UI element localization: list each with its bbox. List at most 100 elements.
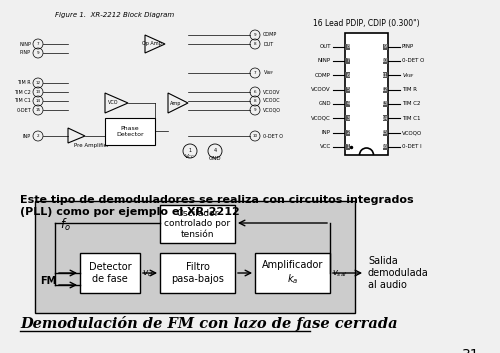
Bar	[345, 58, 350, 64]
Text: 0-DET: 0-DET	[16, 108, 31, 113]
Text: TIM R: TIM R	[18, 80, 31, 85]
Text: 6: 6	[254, 90, 256, 94]
Text: Oscilador
controlado por
tensión: Oscilador controlado por tensión	[164, 209, 230, 239]
Text: 16: 16	[382, 144, 388, 150]
Bar	[383, 43, 388, 49]
Text: Salida
demodulada
al audio: Salida demodulada al audio	[368, 256, 429, 289]
Bar	[345, 115, 350, 121]
Text: COMP: COMP	[315, 73, 331, 78]
Text: Op Amp: Op Amp	[142, 42, 162, 47]
Text: Este tipo de demoduladores se realiza con circuitos integrados
(PLL) como por ej: Este tipo de demoduladores se realiza co…	[20, 195, 413, 217]
Bar	[345, 130, 350, 136]
Text: GND: GND	[318, 101, 331, 107]
Text: 4: 4	[346, 101, 350, 107]
Text: $f_o$: $f_o$	[60, 217, 71, 233]
Text: 14: 14	[382, 116, 388, 121]
Text: VCOOC: VCOOC	[263, 98, 280, 103]
Bar	[383, 72, 388, 78]
Text: Amplificador
$k_a$: Amplificador $k_a$	[262, 260, 323, 286]
Bar	[345, 43, 350, 49]
Text: 0-DET O: 0-DET O	[263, 133, 283, 138]
Text: 0-DET I: 0-DET I	[402, 144, 422, 150]
Text: 7: 7	[346, 58, 350, 64]
Text: 16 Lead PDIP, CDIP (0.300"): 16 Lead PDIP, CDIP (0.300")	[313, 19, 420, 28]
Text: NINP: NINP	[318, 58, 331, 64]
Text: $V_{CC}$: $V_{CC}$	[184, 152, 196, 161]
Bar	[383, 101, 388, 107]
Text: 3: 3	[346, 116, 350, 121]
Text: VCOOV: VCOOV	[312, 87, 331, 92]
Text: 13: 13	[36, 90, 41, 94]
Text: VCOOV: VCOOV	[263, 90, 280, 95]
Text: FM: FM	[40, 276, 56, 286]
Bar	[255, 253, 330, 293]
Text: 15: 15	[36, 108, 41, 112]
Text: Amp: Amp	[170, 101, 181, 106]
Text: 15: 15	[382, 130, 388, 135]
Text: 5: 5	[346, 87, 350, 92]
Text: GND: GND	[208, 156, 222, 161]
Text: V$_{BEF}$: V$_{BEF}$	[263, 68, 275, 77]
Bar	[345, 72, 350, 78]
Bar	[383, 144, 388, 150]
Text: INP: INP	[23, 133, 31, 138]
Bar	[345, 144, 350, 150]
Text: 4: 4	[214, 149, 216, 154]
Bar	[80, 253, 140, 293]
Bar	[345, 33, 388, 155]
Text: 12: 12	[382, 87, 388, 92]
Text: NINP: NINP	[19, 42, 31, 47]
Text: 8: 8	[254, 99, 256, 103]
Text: 6: 6	[346, 73, 350, 78]
Text: 7: 7	[36, 42, 40, 46]
Text: 12: 12	[36, 81, 41, 85]
Text: Demodulación de FM con lazo de fase cerrada: Demodulación de FM con lazo de fase cerr…	[20, 316, 398, 331]
Text: PINP: PINP	[20, 50, 31, 55]
Text: 7: 7	[254, 71, 256, 75]
Bar	[345, 101, 350, 107]
Text: OUT: OUT	[320, 44, 331, 49]
Text: VCOQO: VCOQO	[402, 130, 422, 135]
Text: TIM C1: TIM C1	[402, 116, 420, 121]
Text: 1: 1	[188, 149, 192, 154]
Text: 0-DET O: 0-DET O	[402, 58, 424, 64]
Text: $v_d$: $v_d$	[142, 269, 154, 279]
Text: 9: 9	[384, 44, 386, 49]
Text: VCC: VCC	[320, 144, 331, 150]
Text: 1: 1	[346, 144, 350, 150]
Text: 14: 14	[36, 99, 41, 103]
Text: TIM C1: TIM C1	[14, 98, 31, 103]
Bar	[160, 205, 235, 243]
Text: 2: 2	[36, 134, 40, 138]
Text: $v_{sal}$: $v_{sal}$	[332, 269, 347, 279]
Text: Detector
de fase: Detector de fase	[88, 262, 132, 284]
Text: 11: 11	[382, 73, 388, 78]
Text: COMP: COMP	[263, 32, 277, 37]
Text: TIM C2: TIM C2	[402, 101, 420, 107]
Text: INP: INP	[322, 130, 331, 135]
Text: Filtro
pasa-bajos: Filtro pasa-bajos	[171, 262, 224, 284]
Text: 9: 9	[36, 51, 40, 55]
Bar	[105, 118, 155, 145]
Text: $V_{REF}$: $V_{REF}$	[402, 71, 415, 80]
Bar	[383, 86, 388, 92]
Text: 10: 10	[382, 58, 388, 64]
Bar	[383, 58, 388, 64]
Text: DUT: DUT	[263, 42, 273, 47]
Text: 31: 31	[462, 348, 480, 353]
Text: Phase
Detector: Phase Detector	[116, 126, 144, 137]
Bar	[383, 115, 388, 121]
Text: PINP: PINP	[402, 44, 414, 49]
Text: VCOQO: VCOQO	[263, 108, 281, 113]
Text: Figure 1.  XR-2212 Block Diagram: Figure 1. XR-2212 Block Diagram	[55, 12, 174, 18]
Text: 8: 8	[254, 42, 256, 46]
Text: 2: 2	[346, 130, 350, 135]
Text: VCO: VCO	[108, 101, 118, 106]
Bar	[160, 253, 235, 293]
Text: 9: 9	[254, 108, 256, 112]
Bar	[383, 130, 388, 136]
Text: 9: 9	[254, 33, 256, 37]
Text: VCOQC: VCOQC	[311, 116, 331, 121]
Bar	[345, 86, 350, 92]
Text: TIM R: TIM R	[402, 87, 417, 92]
